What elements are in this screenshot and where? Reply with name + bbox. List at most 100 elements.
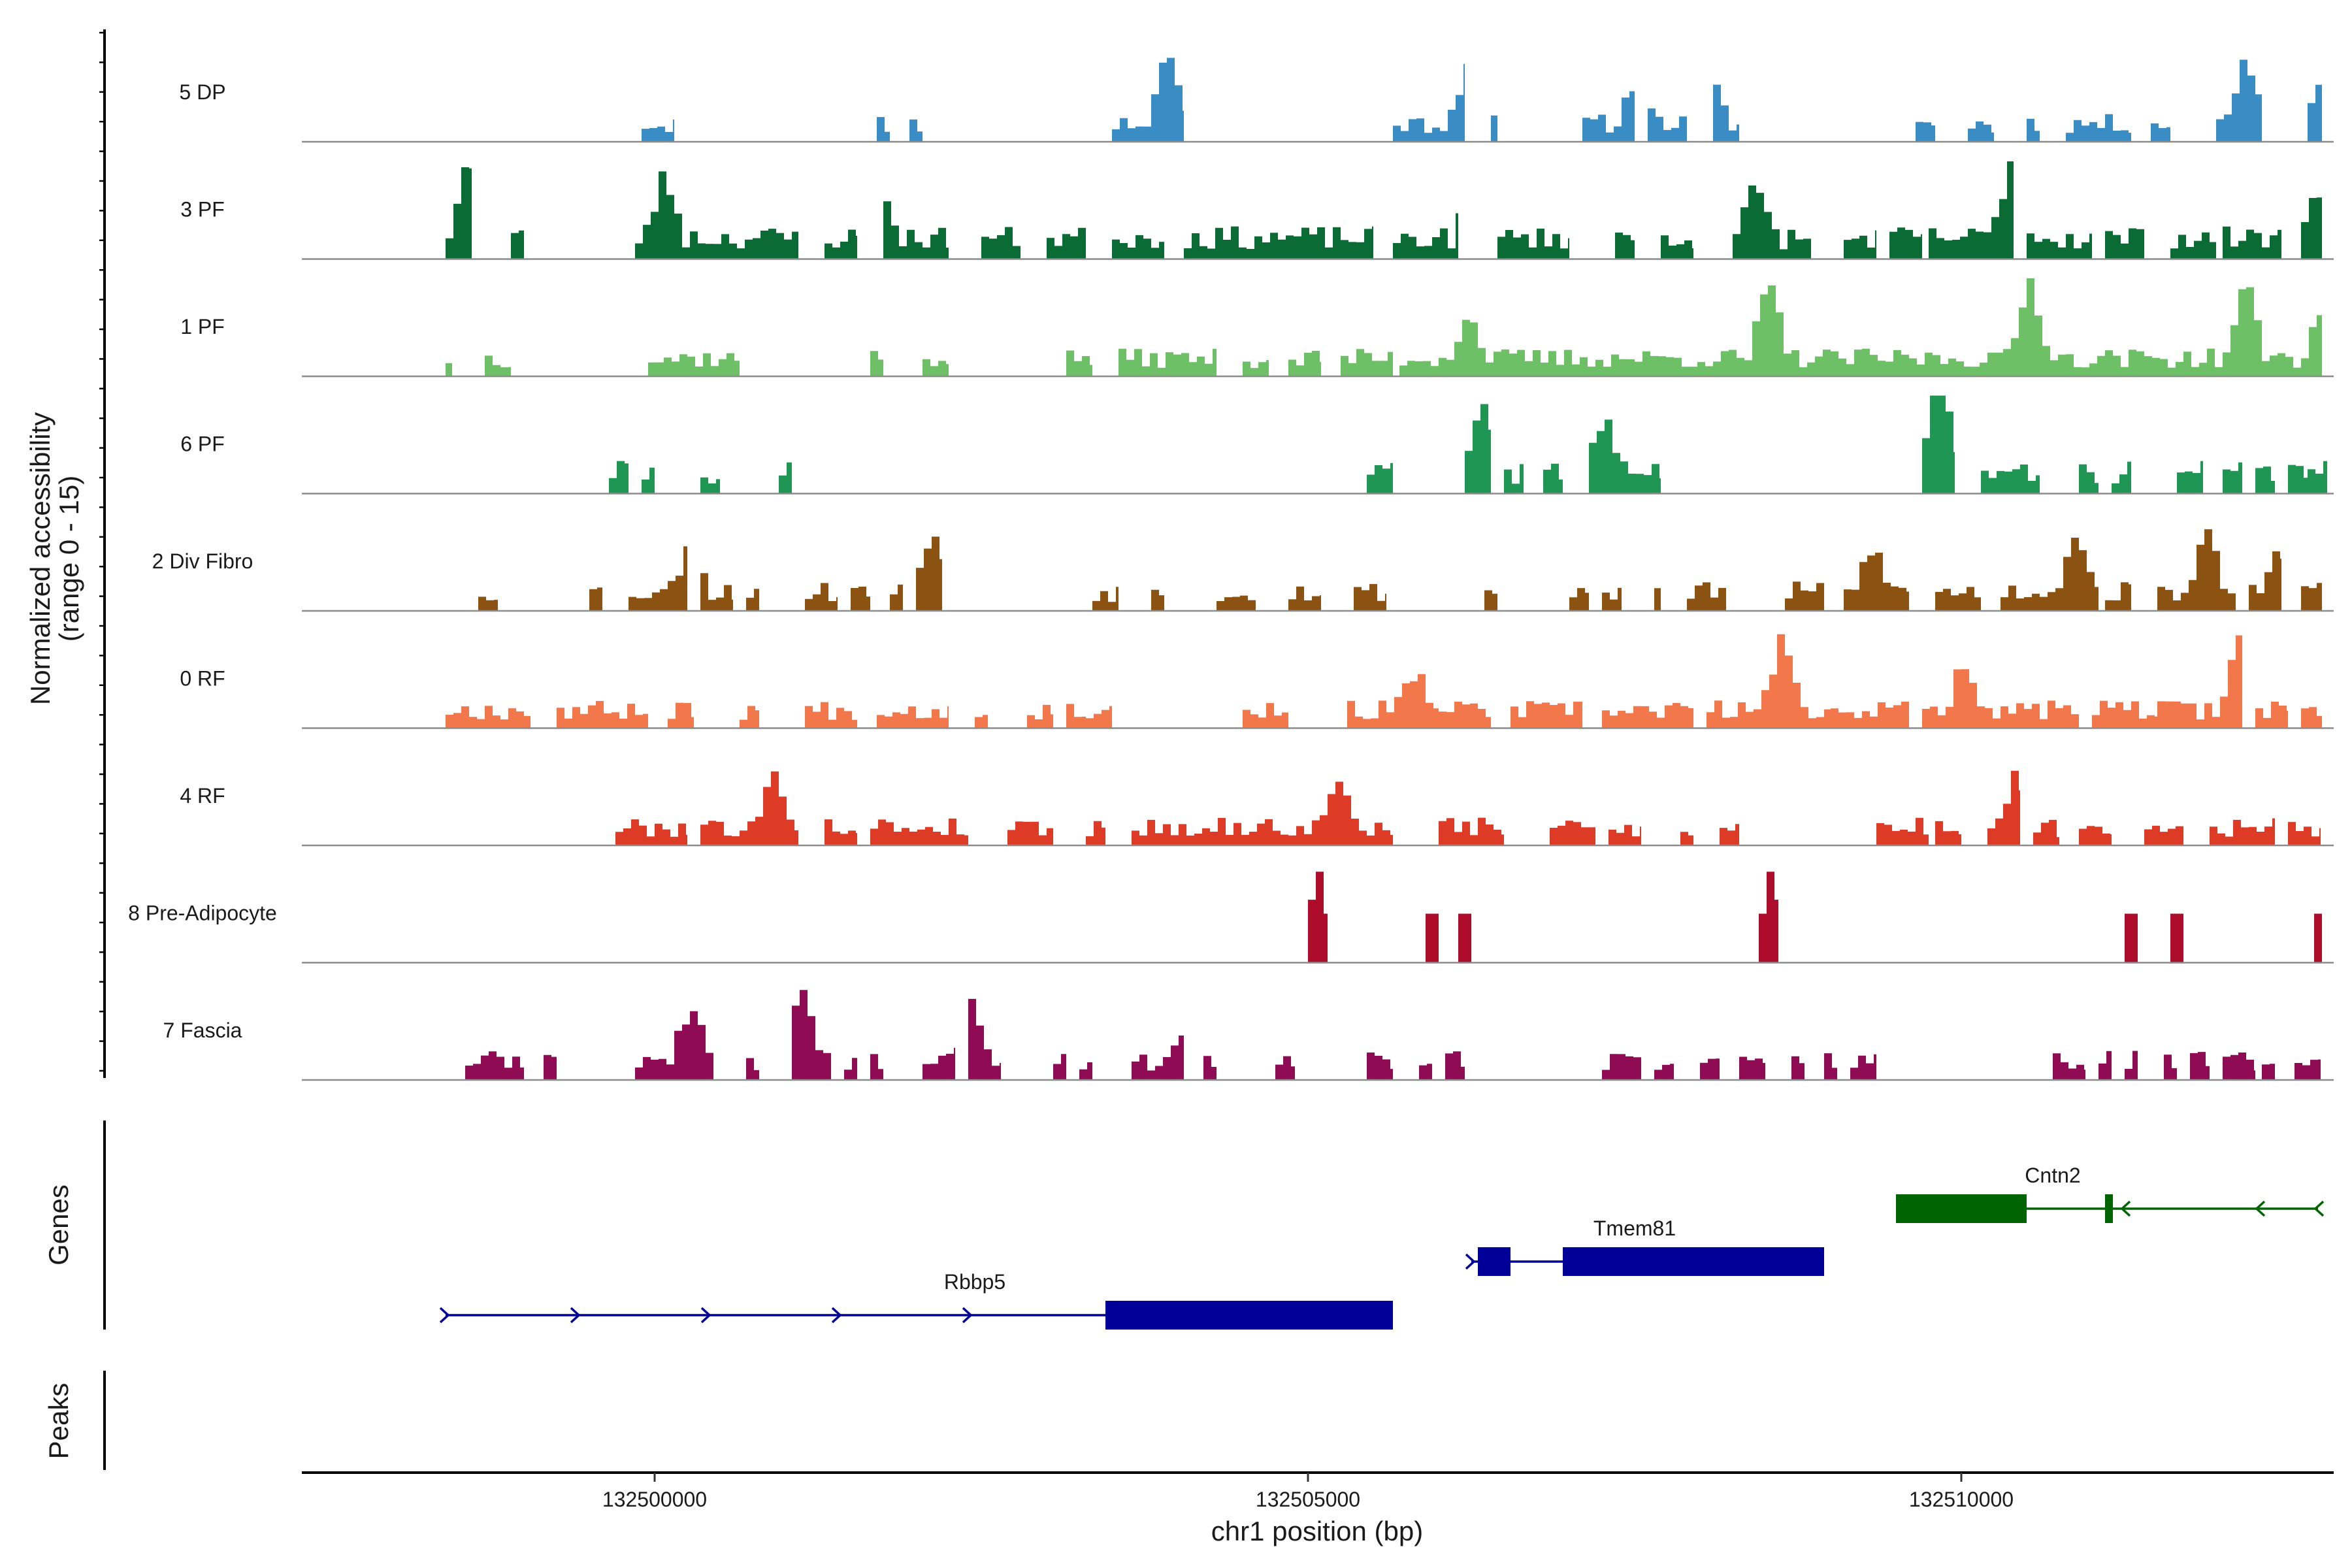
coverage-area	[870, 1054, 883, 1080]
coverage-area	[2079, 826, 2112, 845]
coverage-area	[1648, 108, 1687, 142]
gene-annotations: Rbbp5 Tmem81 Cntn2	[439, 1164, 2325, 1330]
coverage-area	[923, 1047, 955, 1080]
coverage-area	[2301, 583, 2322, 611]
peaks-panel-title: Peaks	[43, 1383, 74, 1460]
coverage-area	[1929, 161, 2014, 259]
coverage-area	[1066, 350, 1092, 376]
coverage-area	[968, 998, 1001, 1080]
coverage-area	[1053, 1054, 1066, 1080]
coverage-area	[1132, 1036, 1184, 1080]
coverage-area	[2105, 228, 2144, 259]
coverage-area	[2190, 1052, 2210, 1080]
coverage-area	[805, 702, 857, 728]
strand-arrow	[439, 1307, 450, 1324]
coverage-area	[642, 467, 655, 494]
coverage-area	[1112, 57, 1184, 142]
x-tick-label: 132510000	[1909, 1488, 2014, 1511]
coverage-area	[1079, 1062, 1092, 1080]
x-axis-title: chr1 position (bp)	[1211, 1516, 1424, 1546]
coverage-area	[1739, 1056, 1765, 1080]
track-label: 3 PF	[180, 198, 225, 221]
gene-exon	[1896, 1194, 2027, 1223]
coverage-area	[1367, 1053, 1393, 1080]
coverage-area	[1439, 702, 1491, 728]
coverage-area	[1007, 821, 1053, 845]
track-label: 4 RF	[180, 784, 225, 808]
coverage-area	[1497, 228, 1569, 259]
gene-exon	[1563, 1247, 1824, 1276]
coverage-area	[2255, 702, 2288, 728]
x-tick-label: 132500000	[602, 1488, 707, 1511]
strand-arrow	[831, 1307, 842, 1324]
coverage-area	[2262, 1064, 2275, 1080]
coverage-area	[805, 583, 838, 611]
track-2-div-fibro: 2 Div Fibro	[152, 529, 2334, 612]
gene-exon	[1478, 1247, 1511, 1276]
coverage-area	[2170, 232, 2216, 259]
coverage-area	[2027, 233, 2092, 259]
coverage-area	[2223, 1053, 2255, 1080]
coverage-area	[544, 1054, 557, 1080]
coverage-area	[2001, 700, 2079, 728]
track-5-dp: 5 DP	[179, 57, 2334, 143]
coverage-area	[1543, 463, 1563, 494]
coverage-area	[2099, 1051, 2112, 1080]
coverage-area	[1288, 586, 1321, 611]
coverage-area	[779, 462, 792, 494]
coverage-area	[1092, 587, 1119, 611]
coverage-y-ticks	[99, 31, 105, 1072]
coverage-area	[2223, 226, 2281, 259]
strand-arrow	[2255, 1200, 2266, 1217]
coverage-area	[2308, 461, 2327, 494]
strand-arrow	[570, 1307, 581, 1324]
coverage-area	[1609, 825, 1641, 845]
coverage-area	[446, 167, 472, 259]
coverage-area	[792, 990, 831, 1080]
coverage-area	[1275, 1056, 1295, 1080]
coverage-area	[642, 120, 674, 142]
coverage-area	[1217, 595, 1256, 611]
x-axis-ticks: 132500000 132505000 132510000	[602, 1473, 2014, 1511]
coverage-area	[1354, 583, 1386, 611]
coverage-area	[1916, 122, 1935, 142]
track-label: 1 PF	[180, 315, 225, 338]
track-7-fascia: 7 Fascia	[163, 990, 2334, 1081]
coverage-area	[2157, 529, 2236, 611]
coverage-area	[2170, 913, 2183, 963]
coverage-area	[2210, 818, 2275, 845]
coverage-area	[2112, 461, 2131, 494]
coverage-area	[1086, 706, 1112, 728]
coverage-area	[1785, 581, 1824, 611]
coverage-area	[2053, 1053, 2085, 1080]
coverage-area	[883, 201, 949, 259]
gene-tmem81: Tmem81	[1465, 1217, 1824, 1276]
coverage-area	[1112, 235, 1164, 259]
coverage-area	[1027, 704, 1053, 728]
coverage-area	[446, 706, 531, 728]
coverage-area	[511, 230, 524, 259]
track-label: 7 Fascia	[163, 1019, 242, 1042]
coverage-area	[2177, 461, 2203, 494]
coverage-area	[1654, 1064, 1674, 1080]
coverage-area	[746, 1058, 759, 1080]
coverage-area	[1582, 91, 1635, 142]
y-axis-title: Normalized accessibility	[25, 412, 56, 705]
coverage-area	[1602, 703, 1693, 728]
coverage-area	[1844, 552, 1909, 611]
coverage-area	[1680, 832, 1693, 845]
coverage-area	[700, 771, 798, 845]
coverage-area	[1550, 821, 1595, 845]
coverage-area	[1393, 63, 1465, 142]
coverage-area	[2301, 197, 2322, 259]
coverage-area	[557, 700, 648, 728]
coverage-area	[1661, 235, 1693, 259]
coverage-area	[1876, 817, 1929, 845]
coverage-area	[700, 477, 720, 494]
coverage-area	[2066, 114, 2131, 142]
coverage-area	[890, 584, 903, 611]
coverage-area	[1968, 121, 1994, 142]
strand-arrow	[2120, 1200, 2131, 1217]
coverage-area	[1733, 185, 1811, 259]
